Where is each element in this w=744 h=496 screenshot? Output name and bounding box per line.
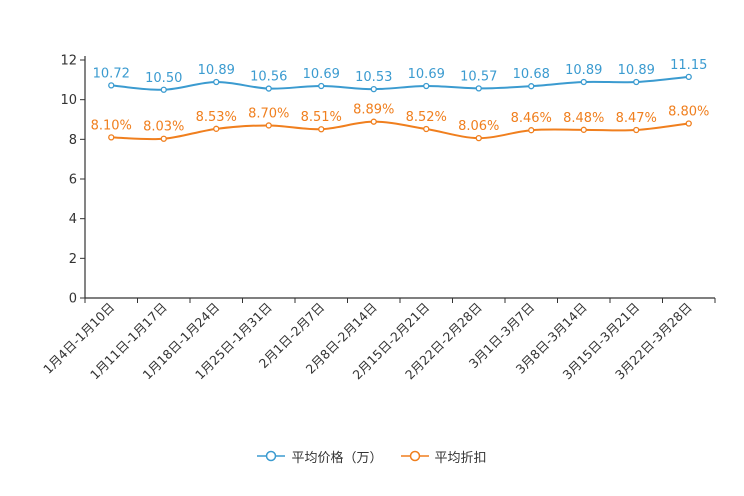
data-point-discount[interactable] xyxy=(160,135,167,142)
data-point-price[interactable] xyxy=(265,85,272,92)
data-label-discount: 8.52% xyxy=(406,110,447,125)
legend-price-label: 平均价格（万） xyxy=(291,450,383,466)
data-label-discount: 8.70% xyxy=(248,106,289,121)
data-label-discount: 8.46% xyxy=(511,111,552,126)
legend-price-line-circle-icon xyxy=(257,450,286,462)
data-point-price[interactable] xyxy=(318,82,325,90)
data-label-discount: 8.80% xyxy=(668,104,709,119)
data-label-price: 11.15 xyxy=(670,58,707,73)
data-point-discount[interactable] xyxy=(108,134,115,141)
data-point-discount[interactable] xyxy=(580,126,587,133)
data-label-price: 10.57 xyxy=(460,69,497,84)
data-label-discount: 8.53% xyxy=(196,110,237,125)
data-point-discount[interactable] xyxy=(318,126,325,133)
y-tick-label: 4 xyxy=(69,212,77,227)
data-point-price[interactable] xyxy=(528,83,535,90)
y-tick-label: 0 xyxy=(69,292,77,307)
data-label-price: 10.53 xyxy=(355,70,392,85)
data-label-price: 10.69 xyxy=(408,67,445,82)
data-point-price[interactable] xyxy=(633,78,640,86)
data-label-price: 10.56 xyxy=(250,70,287,85)
data-point-discount[interactable] xyxy=(370,118,377,125)
legend-discount-label: 平均折扣 xyxy=(434,450,487,466)
data-point-price[interactable] xyxy=(213,78,220,86)
y-tick-label: 2 xyxy=(69,252,77,267)
data-label-price: 10.72 xyxy=(93,66,130,81)
data-point-discount[interactable] xyxy=(475,134,482,142)
data-label-discount: 8.89% xyxy=(353,103,394,118)
data-point-price[interactable] xyxy=(370,86,377,93)
data-point-price[interactable] xyxy=(108,82,115,89)
data-label-price: 10.50 xyxy=(145,71,182,86)
data-label-discount: 8.03% xyxy=(143,120,184,135)
data-label-price: 10.89 xyxy=(565,63,602,78)
data-point-price[interactable] xyxy=(580,78,587,86)
data-label-discount: 8.47% xyxy=(616,111,657,126)
data-label-discount: 8.06% xyxy=(458,119,499,134)
y-tick-label: 8 xyxy=(69,133,77,148)
data-point-discount[interactable] xyxy=(265,122,272,129)
data-point-price[interactable] xyxy=(475,85,482,92)
legend: 平均价格（万） 平均折扣 xyxy=(0,446,744,466)
data-label-price: 10.89 xyxy=(618,63,655,78)
data-point-discount[interactable] xyxy=(633,126,640,134)
data-point-discount[interactable] xyxy=(423,125,430,133)
series-line-discount xyxy=(111,120,689,141)
data-label-discount: 8.51% xyxy=(301,110,342,125)
legend-item-discount[interactable]: 平均折扣 xyxy=(400,447,487,466)
y-tick-label: 10 xyxy=(60,93,77,108)
data-label-discount: 8.10% xyxy=(91,118,132,133)
data-point-price[interactable] xyxy=(423,82,430,90)
data-point-price[interactable] xyxy=(685,73,692,81)
data-point-discount[interactable] xyxy=(685,120,692,127)
data-label-price: 10.89 xyxy=(198,63,235,78)
y-tick-label: 12 xyxy=(60,54,77,69)
data-label-price: 10.69 xyxy=(303,67,340,82)
legend-item-price[interactable]: 平均价格（万） xyxy=(257,447,383,466)
series-line-price xyxy=(111,75,689,91)
data-point-discount[interactable] xyxy=(213,125,220,132)
data-point-discount[interactable] xyxy=(528,127,535,134)
legend-discount-line-circle-icon xyxy=(400,450,429,462)
data-label-discount: 8.48% xyxy=(563,111,604,126)
data-label-price: 10.68 xyxy=(513,67,550,82)
y-tick-label: 6 xyxy=(69,173,77,188)
data-point-price[interactable] xyxy=(160,86,167,93)
